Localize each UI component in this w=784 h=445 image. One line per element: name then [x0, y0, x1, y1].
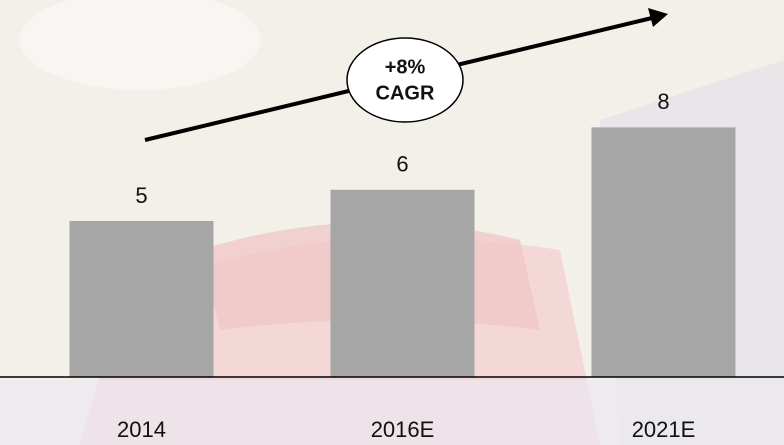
x-tick-label: 2014 — [117, 417, 166, 442]
bar — [69, 221, 214, 377]
x-tick-label: 2021E — [632, 417, 696, 442]
value-label: 6 — [396, 152, 408, 177]
annotation-bubble — [346, 37, 464, 123]
bar — [591, 127, 736, 378]
value-label: 5 — [135, 183, 147, 208]
arrow-head — [648, 8, 668, 27]
annotation: CAGR — [376, 82, 435, 104]
x-tick-label: 2016E — [371, 417, 435, 442]
bar — [330, 189, 475, 377]
annotation: +8% — [385, 56, 426, 78]
value-label: 8 — [657, 89, 669, 114]
